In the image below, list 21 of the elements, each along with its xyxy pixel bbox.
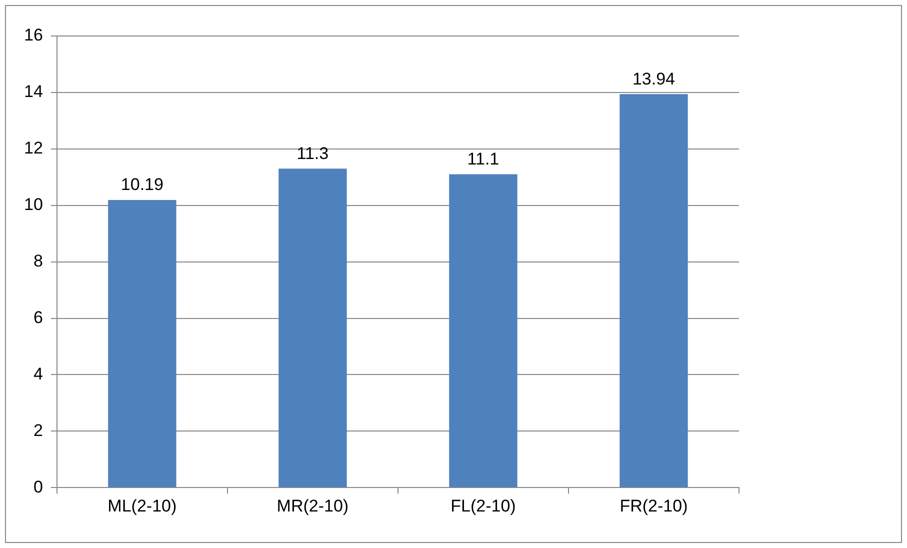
y-tick-label: 16 [24, 26, 43, 45]
bar [449, 174, 518, 488]
bar [278, 168, 347, 488]
bar [108, 200, 176, 488]
y-tick-label: 8 [33, 251, 43, 270]
data-label: 11.1 [467, 149, 500, 168]
data-label: 10.19 [120, 175, 164, 194]
y-tick-label: 14 [24, 82, 43, 102]
y-tick-label: 6 [33, 308, 43, 327]
bar [620, 94, 688, 488]
data-label: 11.3 [296, 144, 329, 163]
y-tick-label: 10 [24, 195, 43, 214]
x-tick-label: MR(2-10) [276, 496, 349, 516]
data-label: 13.94 [632, 69, 676, 88]
y-tick-label: 2 [33, 420, 43, 440]
y-tick-label: 12 [24, 138, 43, 158]
y-tick-label: 0 [33, 477, 43, 496]
x-tick-label: FL(2-10) [450, 496, 516, 516]
y-tick-label: 4 [33, 364, 43, 384]
x-tick-label: FR(2-10) [620, 496, 688, 516]
x-tick-label: ML(2-10) [108, 496, 177, 516]
